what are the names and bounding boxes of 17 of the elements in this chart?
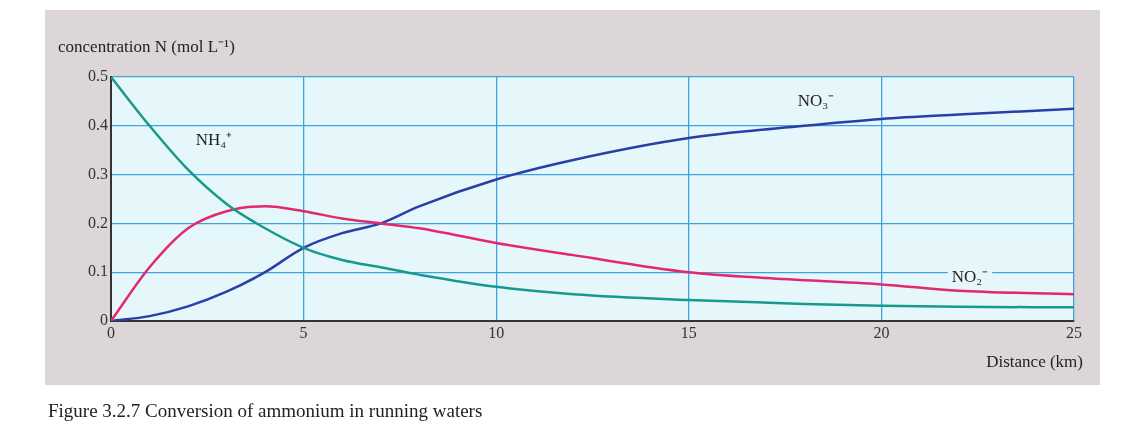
series-label: NO₃⁻: [797, 90, 835, 110]
x-tick-label: 10: [488, 323, 505, 341]
x-axis-title: Distance (km): [986, 352, 1083, 372]
y-tick-label: 0: [100, 311, 108, 329]
x-tick-label: 5: [299, 323, 308, 341]
y-tick-label: 0.5: [88, 67, 108, 85]
text: Figure 3.2.7 Conversion of ammonium in running waters: [48, 400, 483, 422]
x-tick-label: 20: [873, 323, 890, 341]
series-label: NH₄⁺: [195, 129, 233, 149]
series-label: NO₂⁻: [951, 266, 989, 286]
y-tick-label: 0.1: [88, 262, 108, 280]
y-axis-title: concentration N (mol L⁻¹): [58, 36, 235, 57]
x-tick-label: 25: [1066, 323, 1082, 341]
y-tick-label: 0.4: [88, 116, 108, 133]
y-tick-label: 0.3: [88, 164, 108, 182]
x-tick-label: 15: [680, 323, 697, 341]
y-tick-label: 0.2: [88, 213, 108, 231]
